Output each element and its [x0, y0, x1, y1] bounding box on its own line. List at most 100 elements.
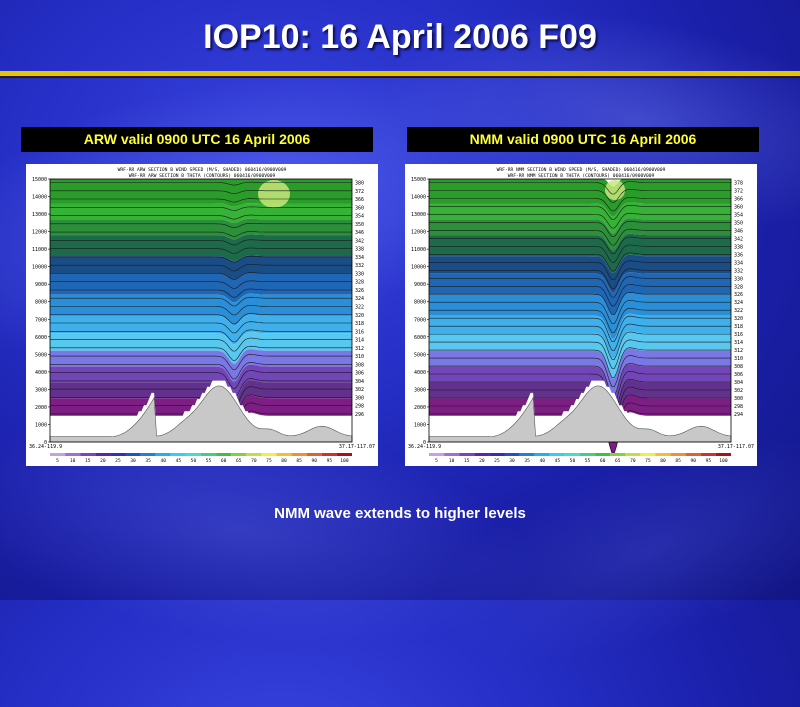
theta-contours [429, 181, 731, 453]
theta-label: 350 [734, 220, 743, 226]
theta-contour [50, 321, 352, 334]
colorbar-swatch [549, 453, 565, 456]
theta-label: 372 [355, 189, 364, 195]
y-tick-label: 0 [423, 440, 426, 446]
colorbar-tick-label: 100 [719, 458, 728, 464]
y-tick-label: 6000 [35, 335, 47, 341]
wind-speed-shading [429, 179, 731, 455]
y-tick-label: 4000 [35, 370, 47, 376]
wind-band [429, 272, 731, 316]
wind-band [50, 203, 352, 223]
y-tick-label: 1000 [35, 422, 47, 428]
y-tick-label: 6000 [414, 335, 426, 341]
y-tick-label: 4000 [414, 370, 426, 376]
colorbar-swatch [655, 453, 671, 456]
theta-label: 330 [355, 271, 364, 277]
theta-label: 304 [734, 380, 743, 386]
colorbar-swatch [640, 453, 656, 456]
wind-band [429, 179, 731, 217]
wind-band [50, 255, 352, 280]
y-tick-label: 15000 [32, 177, 47, 183]
theta-label: 366 [734, 196, 743, 202]
theta-contour [50, 296, 352, 307]
theta-label: 296 [355, 412, 364, 418]
y-tick-label: 12000 [411, 230, 426, 236]
colorbar-swatch [291, 453, 307, 456]
colorbar-tick-label: 30 [509, 458, 515, 464]
colorbar-swatch [336, 453, 352, 456]
colorbar-tick-label: 5 [56, 458, 59, 464]
wind-band [429, 331, 731, 379]
colorbar-swatch [670, 453, 686, 456]
cross-section-plot-arw: WRF-RR ARW SECTION B WIND SPEED (M/S, SH… [26, 164, 378, 466]
theta-contour [50, 214, 352, 220]
colorbar-swatch [429, 453, 445, 456]
theta-contour [50, 181, 352, 186]
theta-label: 338 [734, 244, 743, 250]
theta-label: 306 [355, 371, 364, 377]
theta-label: 378 [734, 181, 743, 187]
theta-label: 326 [355, 288, 364, 294]
theta-label: 310 [734, 356, 743, 362]
theta-label: 314 [355, 338, 364, 344]
theta-contour [50, 386, 352, 408]
theta-label: 314 [734, 340, 743, 346]
colorbar-swatch [246, 453, 262, 456]
theta-label: 312 [355, 346, 364, 352]
colorbar-tick-label: 5 [435, 458, 438, 464]
theta-label: 328 [355, 280, 364, 286]
y-tick-label: 10000 [411, 265, 426, 271]
theta-contour [429, 292, 731, 316]
theta-label: 328 [734, 284, 743, 290]
theta-contour [429, 315, 731, 342]
theta-label: 332 [355, 263, 364, 269]
y-tick-label: 15000 [411, 177, 426, 183]
theta-label: 324 [355, 296, 364, 302]
colorbar-tick-label: 80 [660, 458, 666, 464]
theta-contour [50, 353, 352, 370]
jet-core-patch [605, 180, 625, 200]
theta-label: 338 [355, 247, 364, 253]
colorbar-swatch [261, 453, 277, 456]
colorbar-swatch [534, 453, 550, 456]
theta-contour [50, 190, 352, 194]
theta-label: 380 [355, 181, 364, 187]
wind-band [429, 364, 731, 415]
theta-contour [429, 276, 731, 298]
colorbar-tick-label: 90 [311, 458, 317, 464]
colorbar-swatch [155, 453, 171, 456]
theta-contour [429, 331, 731, 360]
left-endpoint-coord: 36.24-119.9 [29, 444, 62, 450]
theta-label: 360 [355, 205, 364, 211]
theta-label: 308 [355, 362, 364, 368]
jet-core-patch [258, 180, 290, 208]
theta-contour [429, 189, 731, 203]
terrain [428, 385, 732, 443]
theta-contour [429, 244, 731, 263]
y-tick-label: 13000 [411, 212, 426, 218]
theta-contours [50, 181, 352, 438]
wind-band [429, 348, 731, 397]
theta-label: 326 [734, 292, 743, 298]
colorbar-tick-label: 55 [585, 458, 591, 464]
colorbar-tick-label: 85 [296, 458, 302, 464]
theta-contour [50, 313, 352, 325]
colorbar-swatch [610, 453, 626, 456]
theta-label: 334 [734, 260, 743, 266]
colorbar-swatch [685, 453, 701, 456]
theta-label: 302 [355, 387, 364, 393]
colorbar-swatch [201, 453, 217, 456]
theta-label: 334 [355, 255, 364, 261]
theta-contour [429, 307, 731, 333]
theta-label: 350 [355, 222, 364, 228]
wind-band [50, 364, 352, 400]
theta-contour [429, 284, 731, 307]
plot-header-line: WRF-RR ARW SECTION B WIND SPEED (M/S, SH… [118, 167, 287, 173]
theta-contour [50, 231, 352, 237]
colorbar-tick-label: 40 [539, 458, 545, 464]
wind-band [429, 254, 731, 293]
colorbar-tick-label: 75 [266, 458, 272, 464]
wind-band [429, 218, 731, 251]
theta-contour [50, 378, 352, 399]
colorbar-tick-label: 95 [327, 458, 333, 464]
